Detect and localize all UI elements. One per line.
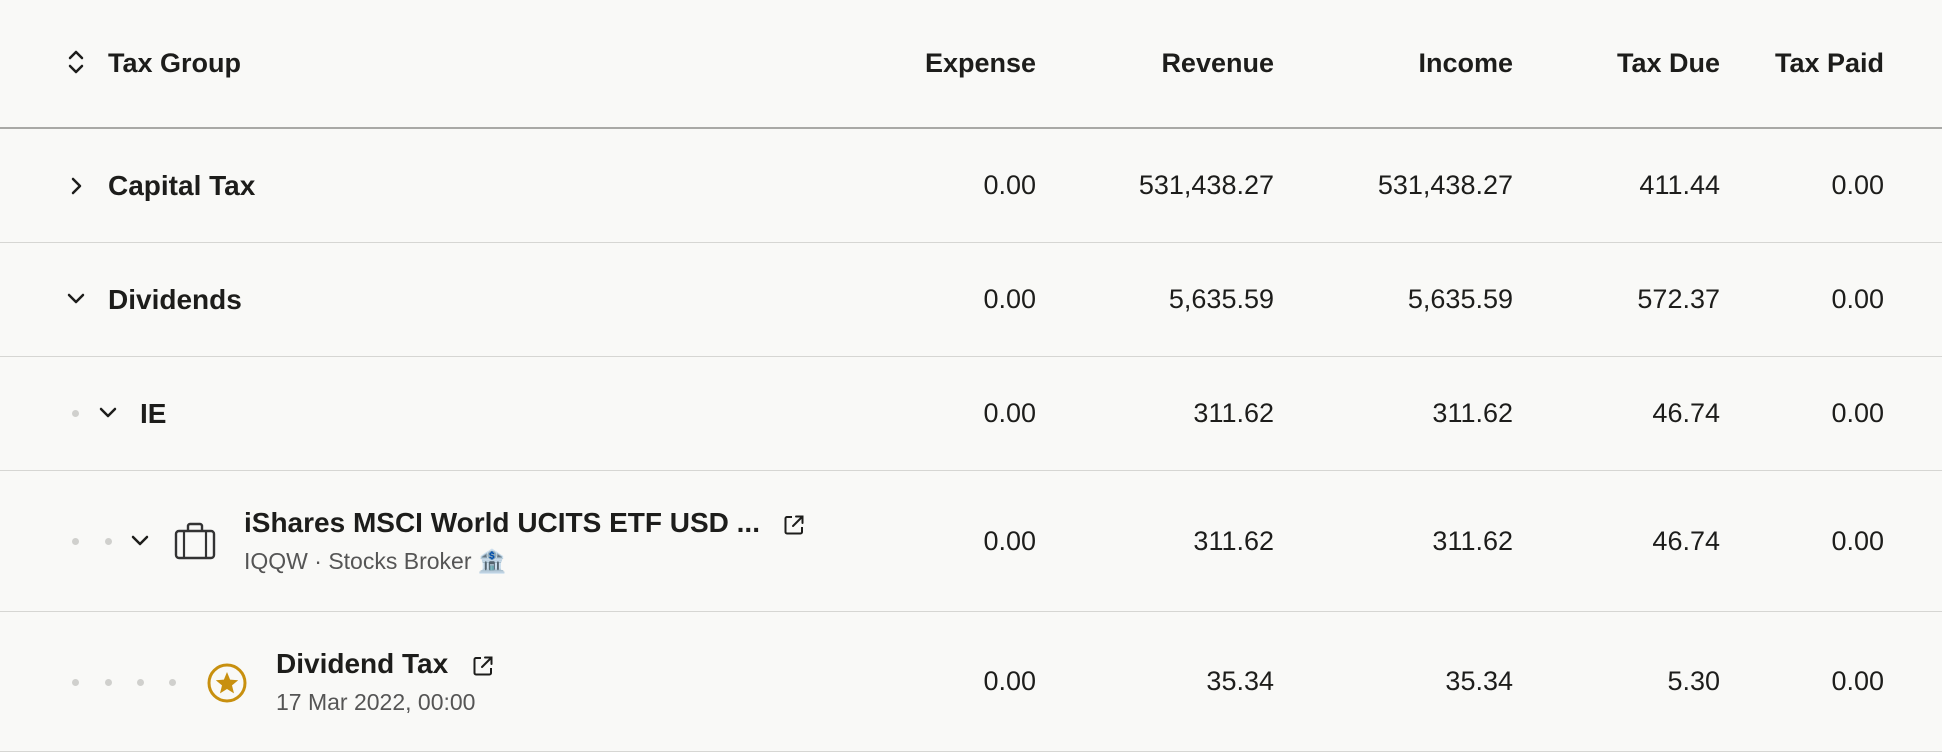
asset-subtitle: IQQW · Stocks Broker 🏦 xyxy=(244,548,507,575)
tax-due-value: 572.37 xyxy=(1637,284,1720,314)
revenue-value: 311.62 xyxy=(1193,398,1274,428)
external-link-icon[interactable] xyxy=(471,654,495,683)
table-row-transaction[interactable]: Dividend Tax 17 Mar 2022, 00:00 0.00 35.… xyxy=(0,612,1942,752)
income-value: 35.34 xyxy=(1445,666,1513,696)
tax-paid-value: 0.00 xyxy=(1831,170,1884,200)
column-header-tax-group[interactable]: Tax Group xyxy=(108,48,242,78)
table-row-capital-tax[interactable]: Capital Tax 0.00 531,438.27 531,438.27 4… xyxy=(0,129,1942,243)
revenue-value: 311.62 xyxy=(1193,525,1274,556)
expense-value: 0.00 xyxy=(983,398,1036,428)
tax-paid-value: 0.00 xyxy=(1831,666,1884,696)
indent-dot xyxy=(72,538,79,545)
expense-value: 0.00 xyxy=(983,284,1036,314)
transaction-date: 17 Mar 2022, 00:00 xyxy=(276,689,476,716)
expense-value: 0.00 xyxy=(983,525,1036,556)
chevron-down-icon[interactable] xyxy=(128,530,152,552)
tax-due-value: 5.30 xyxy=(1667,666,1720,696)
tax-paid-value: 0.00 xyxy=(1831,284,1884,314)
table-header: Tax Group Expense Revenue Income Tax Due… xyxy=(0,0,1942,129)
chevron-down-icon[interactable] xyxy=(64,288,88,310)
table-row-ie[interactable]: IE 0.00 311.62 311.62 46.74 0.00 xyxy=(0,357,1942,471)
column-header-expense[interactable]: Expense xyxy=(924,48,1036,78)
tax-paid-value: 0.00 xyxy=(1831,525,1884,556)
revenue-value: 531,438.27 xyxy=(1138,170,1274,200)
row-label: Dividends xyxy=(108,283,242,315)
external-link-icon[interactable] xyxy=(782,513,806,542)
revenue-value: 5,635.59 xyxy=(1168,284,1274,314)
income-value: 531,438.27 xyxy=(1377,170,1513,200)
expense-value: 0.00 xyxy=(983,666,1036,696)
chevron-down-icon[interactable] xyxy=(96,402,120,424)
tax-due-value: 46.74 xyxy=(1652,525,1720,556)
income-value: 311.62 xyxy=(1432,525,1513,556)
indent-dot xyxy=(137,679,144,686)
income-value: 311.62 xyxy=(1432,398,1513,428)
chevron-right-icon[interactable] xyxy=(66,173,86,199)
indent-dot xyxy=(105,679,112,686)
column-header-income[interactable]: Income xyxy=(1418,48,1513,78)
column-header-tax-paid[interactable]: Tax Paid xyxy=(1774,48,1884,78)
revenue-value: 35.34 xyxy=(1206,666,1274,696)
income-value: 5,635.59 xyxy=(1407,284,1513,314)
table-row-dividends[interactable]: Dividends 0.00 5,635.59 5,635.59 572.37 … xyxy=(0,243,1942,357)
row-label: Capital Tax xyxy=(108,169,256,201)
briefcase-icon xyxy=(174,522,216,560)
row-label: IE xyxy=(140,397,167,429)
sort-updown-icon[interactable] xyxy=(66,48,86,76)
expense-value: 0.00 xyxy=(983,170,1036,200)
asset-name-link[interactable]: iShares MSCI World UCITS ETF USD ... xyxy=(244,507,760,538)
indent-dot xyxy=(72,679,79,686)
indent-dot xyxy=(105,538,112,545)
column-header-tax-due[interactable]: Tax Due xyxy=(1616,48,1720,78)
tax-due-value: 46.74 xyxy=(1652,398,1720,428)
indent-dot xyxy=(72,410,79,417)
transaction-name-link[interactable]: Dividend Tax xyxy=(276,648,449,679)
star-circle-icon xyxy=(206,662,248,704)
tax-paid-value: 0.00 xyxy=(1831,398,1884,428)
tax-due-value: 411.44 xyxy=(1639,170,1720,200)
indent-dot xyxy=(169,679,176,686)
column-header-revenue[interactable]: Revenue xyxy=(1161,48,1274,78)
asset-name-block: iShares MSCI World UCITS ETF USD ... IQQ… xyxy=(244,507,806,575)
transaction-name-block: Dividend Tax 17 Mar 2022, 00:00 xyxy=(276,648,495,716)
table-row-asset[interactable]: iShares MSCI World UCITS ETF USD ... IQQ… xyxy=(0,471,1942,612)
